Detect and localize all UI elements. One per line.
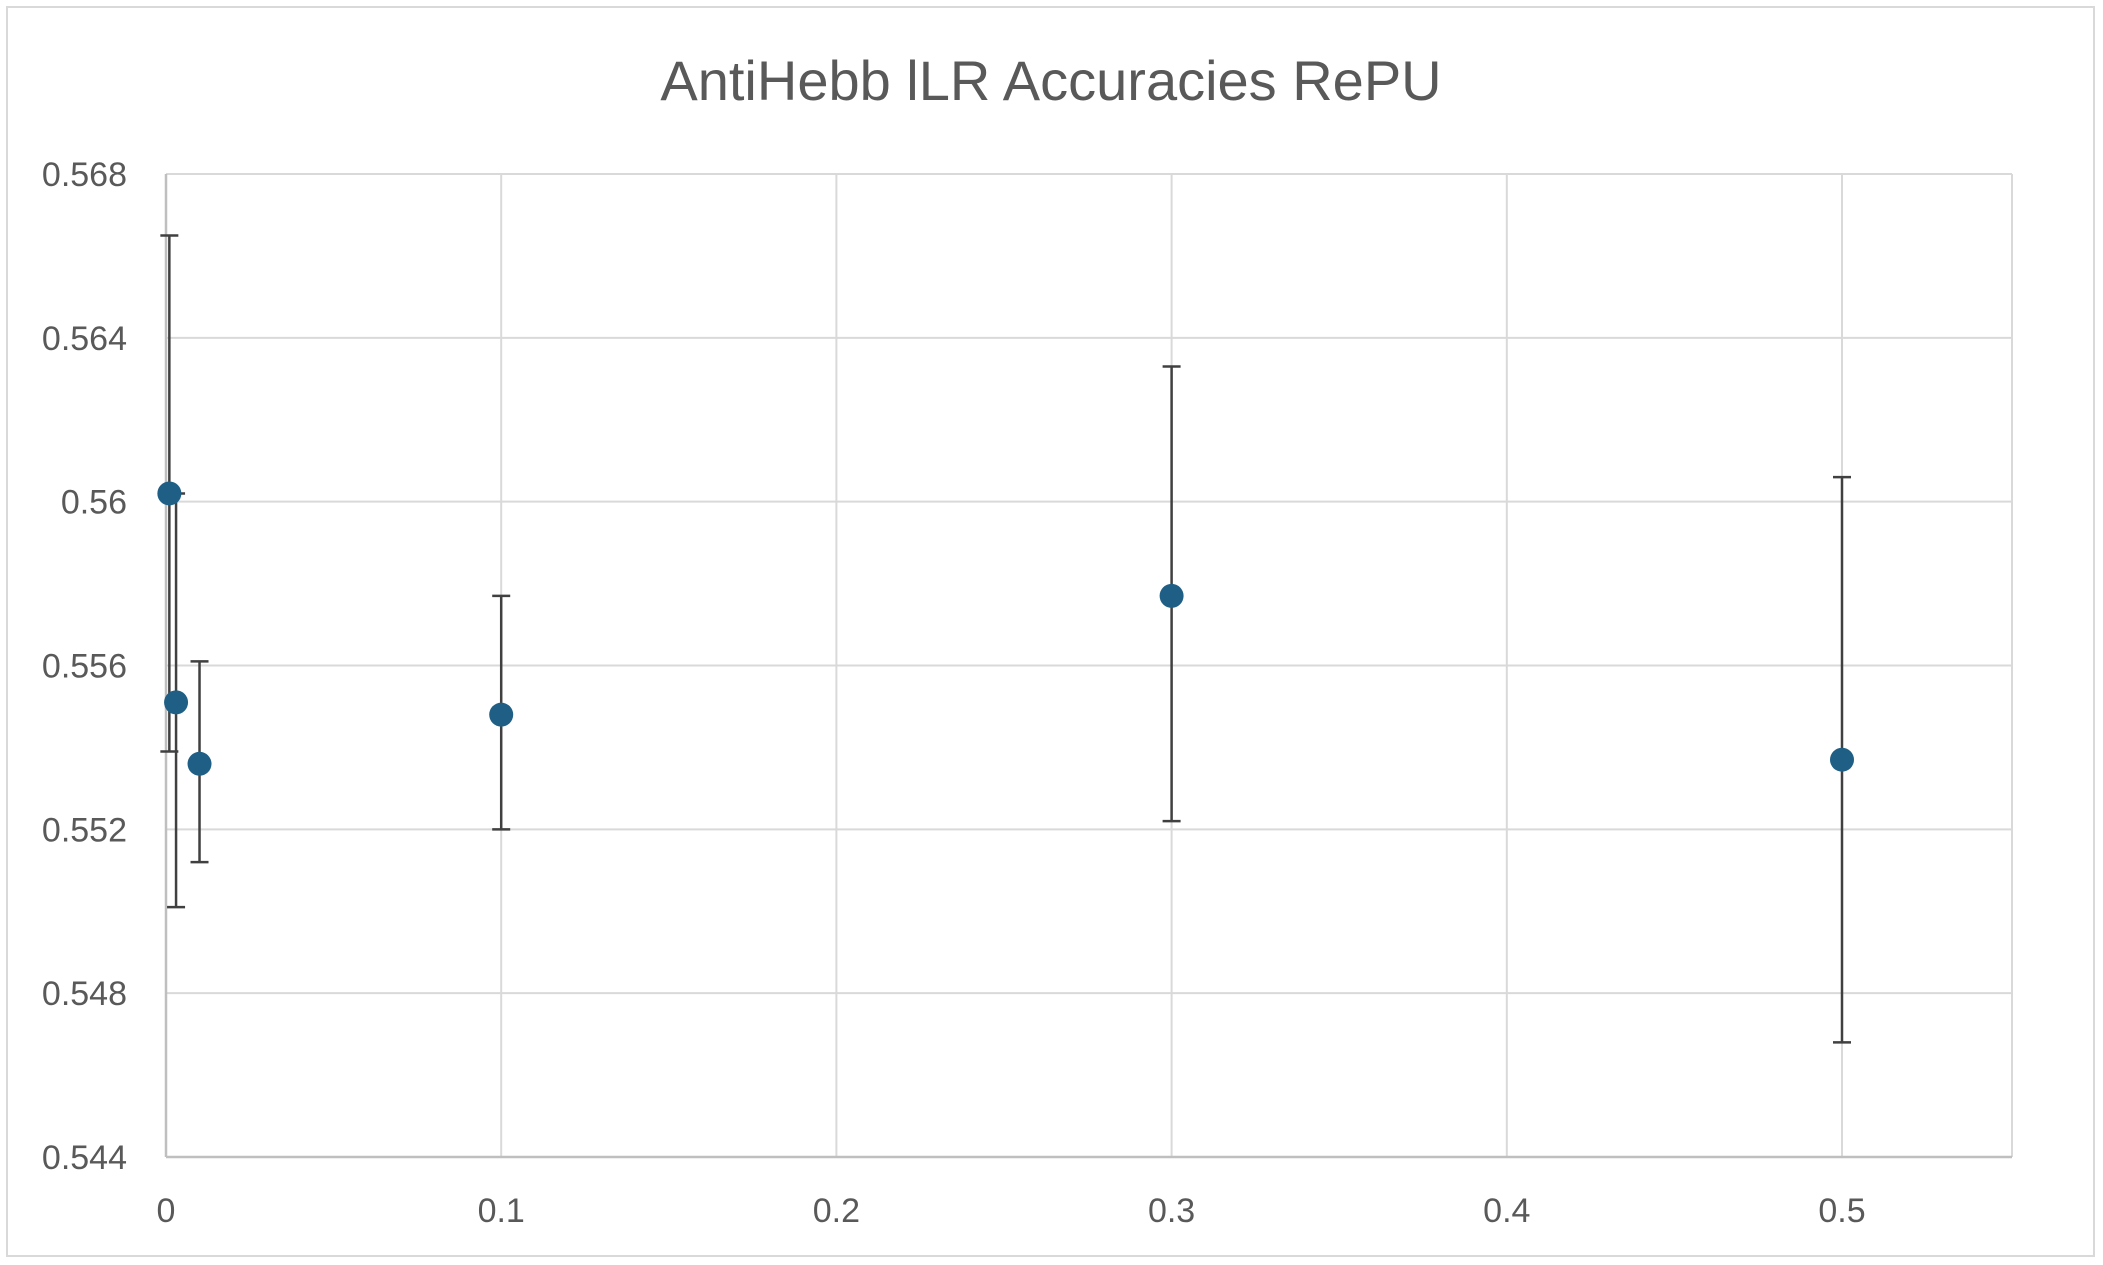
y-tick-label: 0.548 (42, 975, 127, 1013)
x-tick-label: 0 (157, 1192, 176, 1230)
tick-labels: 0.544 0.548 0.552 0.556 0.56 0.564 0.568 0 0.1 0.… (42, 156, 1866, 1230)
gridlines (166, 173, 2013, 1157)
y-tick-label: 0.552 (42, 811, 127, 849)
x-tick-label: 0.3 (1148, 1192, 1195, 1230)
axes (164, 174, 2012, 1159)
data-point (157, 481, 182, 506)
y-tick-label: 0.556 (42, 648, 127, 686)
y-tick-label: 0.544 (42, 1139, 127, 1177)
y-tick-label: 0.564 (42, 320, 127, 358)
data-point (1830, 747, 1854, 772)
x-tick-label: 0.2 (813, 1192, 860, 1230)
x-tick-label: 0.1 (478, 1192, 525, 1230)
y-tick-label: 0.56 (61, 484, 127, 522)
chart-title: AntiHebb lLR Accuracies RePU (660, 49, 1441, 112)
x-tick-label: 0.4 (1483, 1192, 1530, 1230)
chart-frame (6, 6, 2095, 1257)
x-tick-label: 0.5 (1818, 1192, 1865, 1230)
data-point (489, 702, 514, 727)
data-point (164, 690, 189, 715)
data-point (187, 751, 212, 776)
data-points (157, 481, 1854, 776)
data-point (1159, 583, 1184, 608)
error-bars (160, 234, 1851, 1044)
y-tick-label: 0.568 (42, 156, 127, 194)
